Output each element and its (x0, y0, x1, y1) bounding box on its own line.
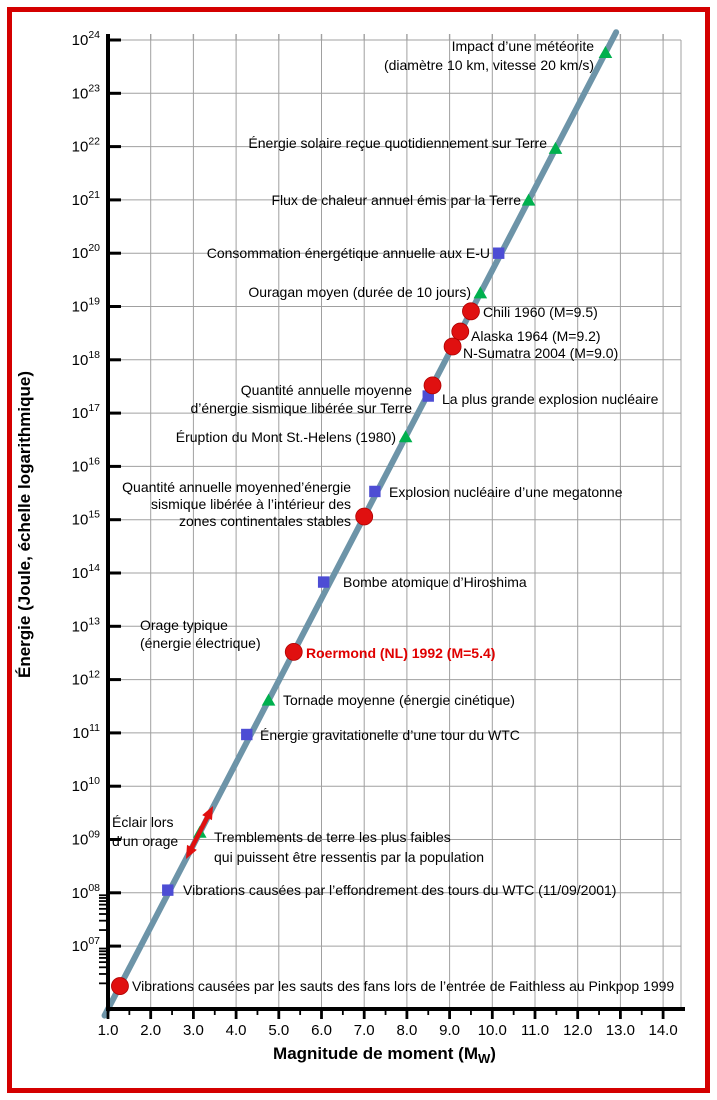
y-tick-label: 1021 (72, 189, 101, 209)
y-tick-label: 1015 (72, 509, 101, 529)
point-tornade (261, 693, 276, 706)
y-tick-label: 1011 (72, 722, 100, 742)
point-energie-solaire (548, 141, 563, 154)
point-consommation-eu (493, 247, 505, 259)
x-tick-label: 5.0 (268, 1022, 289, 1039)
point-zones-stables (355, 507, 374, 526)
x-tick-label: 14.0 (648, 1022, 677, 1039)
label-sumatra-2004: N-Sumatra 2004 (M=9.0) (463, 345, 618, 361)
x-tick-label: 4.0 (226, 1022, 247, 1039)
x-tick-label: 13.0 (606, 1022, 635, 1039)
label-tremblements-faibles: qui puissent être ressentis par la popul… (214, 849, 484, 865)
point-roermond-1992 (284, 642, 303, 661)
x-axis-title: Magnitude de moment (MW) (273, 1044, 496, 1066)
label-explosion-megatonne: Explosion nucléaire d’une megatonne (389, 484, 623, 500)
label-zones-stables: sismique libérée à l’intérieur des (151, 496, 351, 512)
y-tick-label: 1012 (72, 669, 101, 689)
y-axis-title: Énergie (Joule, échelle logarithmique) (15, 371, 34, 678)
label-energie-solaire: Énergie solaire reçue quotidiennement su… (248, 135, 547, 151)
arrow-head (202, 806, 213, 821)
y-tick-label: 1008 (72, 882, 101, 902)
x-tick-label: 1.0 (98, 1022, 119, 1039)
point-pinkpop-1999 (111, 977, 129, 995)
point-chili-1960 (462, 302, 480, 321)
label-sismique-annuelle: Quantité annuelle moyenne (241, 382, 412, 398)
y-tick-label: 1020 (72, 242, 101, 262)
point-st-helens (398, 430, 413, 443)
label-zones-stables: Quantité annuelle moyenned’énergie (122, 479, 351, 495)
label-alaska-1964: Alaska 1964 (M=9.2) (471, 328, 601, 344)
axis-titles: Magnitude de moment (MW) Énergie (Joule, … (15, 371, 496, 1066)
tick-labels: 1024 1023 1022 1021 1020 1019 1018 1017 1016 1015… (72, 29, 678, 1039)
label-eclair-orage: Éclair lors (112, 814, 173, 830)
x-tick-label: 6.0 (311, 1022, 332, 1039)
label-tour-wtc: Énergie gravitationelle d’une tour du WT… (260, 727, 520, 743)
y-tick-label: 1018 (72, 349, 101, 369)
y-tick-label: 1007 (72, 935, 101, 955)
label-eclair-orage: d’un orage (112, 833, 178, 849)
point-flux-chaleur (521, 193, 536, 206)
label-plus-grande-explosion: La plus grande explosion nucléaire (442, 391, 659, 407)
point-alaska-1964 (451, 322, 470, 341)
x-tick-label: 2.0 (140, 1022, 161, 1039)
label-hiroshima: Bombe atomique d’Hiroshima (343, 574, 527, 590)
y-tick-label: 1023 (72, 82, 101, 102)
y-tick-label: 1010 (72, 775, 101, 795)
y-tick-label: 1022 (72, 136, 101, 156)
x-tick-label: 10.0 (478, 1022, 507, 1039)
y-tick-label: 1016 (72, 455, 101, 475)
point-effondrement-wtc (162, 884, 174, 896)
label-consommation-eu: Consommation énergétique annuelle aux E-… (207, 245, 490, 261)
x-tick-label: 9.0 (439, 1022, 460, 1039)
x-tick-label: 11.0 (521, 1022, 549, 1039)
y-tick-label: 1009 (72, 829, 101, 849)
point-ouragan (473, 286, 488, 299)
y-tick-label: 1017 (72, 402, 101, 422)
x-tick-label: 12.0 (563, 1022, 592, 1039)
point-explosion-megatonne (369, 485, 381, 498)
label-zones-stables: zones continentales stables (179, 513, 351, 529)
range-arrow-plage-eclair (186, 806, 213, 859)
red-frame-border (7, 7, 710, 1093)
point-meteorite (598, 45, 613, 58)
label-chili-1960: Chili 1960 (M=9.5) (483, 304, 598, 320)
label-flux-chaleur: Flux de chaleur annuel émis par la Terre (271, 192, 521, 208)
point-energie-sismique-annuelle (423, 376, 442, 395)
arrow-shaft (187, 811, 212, 854)
label-orage-typique: Orage typique (140, 617, 228, 633)
label-sismique-annuelle: d’énergie sismique libérée sur Terre (190, 400, 412, 416)
x-tick-label: 8.0 (396, 1022, 417, 1039)
label-meteorite: Impact d’une météorite (452, 38, 595, 54)
label-pinkpop-1999: Vibrations causées par les sauts des fan… (132, 978, 674, 994)
label-meteorite: (diamètre 10 km, vitesse 20 km/s) (384, 57, 594, 73)
label-st-helens: Éruption du Mont St.-Helens (1980) (176, 429, 396, 445)
label-roermond-1992: Roermond (NL) 1992 (M=5.4) (306, 645, 495, 661)
point-hiroshima (317, 576, 330, 588)
x-tick-label: 3.0 (183, 1022, 204, 1039)
point-sumatra-2004 (443, 337, 462, 356)
annotations: Impact d’une météorite (diamètre 10 km, v… (112, 38, 674, 994)
point-tour-wtc (241, 728, 253, 741)
y-tick-label: 1013 (72, 615, 101, 635)
point-plus-grande-explosion (422, 390, 434, 402)
label-orage-typique: (énergie électrique) (140, 635, 261, 651)
x-tick-label: 7.0 (354, 1022, 375, 1039)
arrow-head (186, 844, 197, 859)
y-tick-label: 1019 (72, 296, 101, 316)
y-tick-label: 1024 (72, 29, 101, 49)
label-tornade: Tornade moyenne (énergie cinétique) (283, 692, 515, 708)
y-tick-label: 1014 (72, 562, 101, 582)
label-ouragan: Ouragan moyen (durée de 10 jours) (248, 284, 471, 300)
axes (99, 34, 685, 1019)
label-effondrement-wtc: Vibrations causées par l’effondrement de… (183, 882, 616, 898)
label-tremblements-faibles: Tremblements de terre les plus faibles (214, 829, 451, 845)
